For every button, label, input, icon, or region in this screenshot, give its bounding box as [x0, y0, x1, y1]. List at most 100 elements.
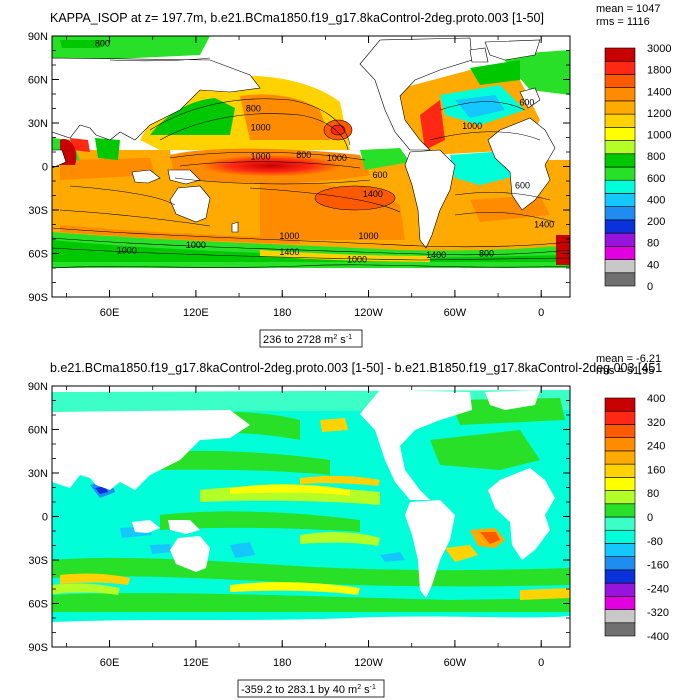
bottom-axes: 60E 120E 180 120W 60W 0 90N 60N 30N 0 30S 60S 90S: [28, 381, 570, 669]
bottom-colorbar-box: [604, 450, 636, 465]
top-colorbar-box: [604, 100, 636, 115]
top-colorbar-label: 1200: [647, 108, 671, 120]
bottom-colorbar-label: 160: [647, 464, 665, 476]
top-contours: [52, 57, 570, 261]
top-colorbar-label: 400: [647, 194, 665, 206]
bottom-map: [52, 386, 570, 647]
top-range-box: [259, 329, 363, 348]
top-contour-label: 1400: [279, 247, 299, 257]
top-contour-label: 800: [95, 38, 110, 48]
bottom-colorbar-box: [604, 477, 636, 491]
bottom-colorbar-box: [604, 529, 636, 544]
bottom-colorbar-label: -160: [647, 560, 669, 572]
bottom-x-tick-label: 60W: [444, 657, 467, 669]
top-colorbar: 0 40 80 200 400 600 800 1000 1200 1400 1800 3000: [604, 43, 671, 293]
top-y-tick-label: 90S: [28, 292, 48, 304]
top-colorbar-box: [604, 193, 636, 207]
top-colorbar-box: [604, 179, 636, 194]
top-colorbar-label: 1800: [647, 65, 671, 77]
top-x-tick-label: 120W: [354, 307, 383, 319]
bottom-colorbar-label: 320: [647, 417, 665, 429]
top-contour-label: 800: [246, 104, 261, 114]
top-contour-label: 1000: [251, 151, 271, 161]
bottom-mean: mean = -6.21: [596, 353, 661, 365]
top-y-tick-label: 60N: [28, 75, 48, 87]
bottom-colorbar-box: [604, 516, 636, 531]
bottom-colorbar-box: [604, 397, 636, 412]
top-y-tick-label: 90N: [28, 31, 48, 43]
bottom-colorbar-box: [604, 410, 636, 425]
bottom-colorbar: -400 -320 -240 -160 -80 0 80 160 240 320 400: [604, 393, 669, 643]
bottom-colorbar-label: -400: [647, 631, 669, 643]
bottom-x-tick-label: 0: [538, 657, 544, 669]
top-contour-label: 1400: [534, 220, 554, 230]
top-map: 800 800 1000 1000 800 1000 600 1400 1000 600 600 10…: [52, 36, 570, 297]
bottom-y-tick-label: 90S: [28, 642, 48, 654]
bottom-y-tick-label: 30N: [28, 468, 48, 480]
bottom-colorbar-box: [604, 609, 636, 624]
top-contour-label: 600: [519, 98, 534, 108]
bottom-land: [52, 390, 570, 647]
top-colorbar-box: [604, 113, 636, 128]
top-colorbar-box: [604, 206, 636, 221]
bottom-colorbar-box: [604, 463, 636, 478]
top-contour-label: 600: [373, 170, 388, 180]
top-contour-label: 1000: [347, 254, 367, 264]
top-x-tick-label: 60E: [100, 307, 120, 319]
top-panel: KAPPA_ISOP at z= 197.7m, b.e21.BCma1850.…: [28, 3, 671, 348]
top-mean: mean = 1047: [596, 3, 661, 15]
top-contour-label: 1000: [117, 246, 137, 256]
bottom-y-tick-label: 60N: [28, 425, 48, 437]
bottom-range-label: -359.2 to 283.1 by 40 m2 s-1: [241, 684, 376, 696]
top-colorbar-box: [604, 60, 636, 75]
top-x-tick-label: 0: [538, 307, 544, 319]
top-range-label: 236 to 2728 m2 s-1: [263, 334, 352, 346]
bottom-colorbar-label: -240: [647, 583, 669, 595]
top-x-tick-label: 180: [273, 307, 291, 319]
bottom-title: b.e21.BCma1850.f19_g17.8kaControl-2deg.p…: [50, 361, 662, 375]
top-x-tick-label: 120E: [183, 307, 209, 319]
bottom-rms: rms = 51.95: [596, 365, 654, 377]
bottom-colorbar-label: -80: [647, 536, 663, 548]
top-colorbar-label: 800: [647, 151, 665, 163]
bottom-colorbar-box: [604, 490, 636, 505]
top-colorbar-label: 0: [647, 281, 653, 293]
bottom-colorbar-box: [604, 582, 636, 597]
top-y-tick-label: 30N: [28, 118, 48, 130]
top-colorbar-label: 80: [647, 238, 659, 250]
top-colorbar-box: [604, 219, 636, 234]
bottom-x-tick-label: 60E: [100, 657, 120, 669]
bottom-y-tick-label: 30S: [28, 555, 48, 567]
top-contour-label: 1000: [251, 122, 271, 132]
top-axes: 60E 120E 180 120W 60W 0 90N 60N 30N 0 30S 60S 90S: [28, 31, 570, 319]
top-contour-label: 1000: [462, 121, 482, 131]
top-y-tick-label: 30S: [28, 205, 48, 217]
top-land: [52, 37, 570, 297]
top-colorbar-label: 1000: [647, 130, 671, 142]
bottom-colorbar-box: [604, 556, 636, 571]
top-contour-label: 1000: [186, 240, 206, 250]
top-contour-label: 1000: [279, 231, 299, 241]
top-colorbar-label: 200: [647, 216, 665, 228]
bottom-colorbar-box: [604, 596, 636, 610]
top-colorbar-box: [604, 232, 636, 247]
top-colorbar-box: [604, 87, 636, 102]
top-contour-label: 800: [296, 150, 311, 160]
top-colorbar-label: 600: [647, 173, 665, 185]
bottom-colorbar-box: [604, 543, 636, 557]
bottom-colorbar-label: 400: [647, 393, 665, 405]
top-title: KAPPA_ISOP at z= 197.7m, b.e21.BCma1850.…: [50, 11, 544, 25]
bottom-colorbar-box: [604, 437, 636, 452]
top-contour-label: 1000: [359, 231, 379, 241]
bottom-colorbar-label: -320: [647, 607, 669, 619]
bottom-colorbar-label: 80: [647, 488, 659, 500]
top-contour-label: 1400: [426, 250, 446, 260]
top-colorbar-box: [604, 153, 636, 168]
top-colorbar-box: [604, 47, 636, 62]
top-colorbar-box: [604, 127, 636, 141]
bottom-colorbar-box: [604, 503, 636, 518]
top-colorbar-box: [604, 246, 636, 260]
top-colorbar-box: [604, 166, 636, 181]
top-contour-label: 1000: [327, 153, 347, 163]
